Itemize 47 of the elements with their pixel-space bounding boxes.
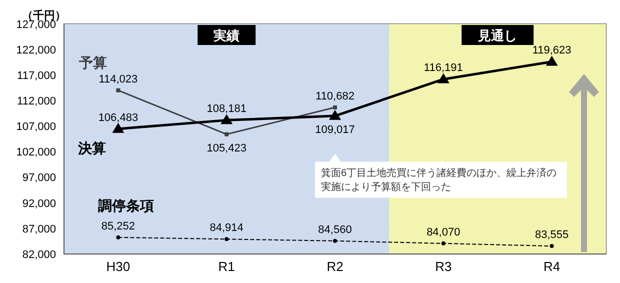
x-tick-label: H30 — [106, 259, 130, 274]
data-label: 84,560 — [318, 224, 352, 236]
data-label: 109,017 — [315, 124, 355, 136]
data-label: 108,181 — [206, 103, 246, 116]
y-tick-label: 112,000 — [17, 96, 56, 108]
point — [441, 241, 446, 246]
point — [333, 238, 337, 243]
y-tick-label: 117,000 — [17, 70, 56, 82]
data-label: 119,623 — [532, 44, 572, 57]
point — [224, 237, 229, 242]
x-tick-label: R3 — [435, 259, 452, 274]
point — [437, 73, 450, 84]
annotation: 箕面6丁目土地売買に伴う諸経費のほか、繰上弁済の実施により予算額を下回った — [321, 166, 557, 193]
point — [112, 122, 124, 133]
data-label: 110,682 — [316, 90, 354, 102]
point — [224, 132, 229, 136]
x-tick-label: R1 — [218, 259, 235, 274]
band-label: 見通し — [477, 28, 518, 43]
data-label: 84,914 — [210, 222, 244, 234]
series-label: 決算 — [77, 140, 106, 156]
series-label: 予算 — [78, 54, 108, 70]
point — [220, 114, 233, 124]
y-tick-label: 107,000 — [16, 121, 56, 134]
data-label: 106,483 — [98, 112, 138, 124]
point — [116, 235, 120, 240]
y-tick-label: 102,000 — [16, 146, 56, 159]
series-label: 調停条項 — [98, 197, 154, 214]
data-label: 105,423 — [206, 142, 246, 154]
y-tick-label: 82,000 — [22, 248, 56, 261]
x-tick-label: R2 — [326, 259, 344, 274]
y-tick-label: 97,000 — [22, 172, 56, 184]
data-label: 114,023 — [98, 73, 138, 86]
data-label: 84,070 — [426, 226, 460, 238]
point — [333, 105, 337, 110]
data-label: 85,252 — [101, 220, 136, 232]
y-tick-label: 127,000 — [16, 18, 56, 31]
data-label: 116,191 — [424, 62, 463, 74]
point — [546, 56, 558, 66]
data-label: 83,555 — [534, 229, 569, 242]
point — [550, 244, 554, 248]
band-label: 実績 — [212, 28, 240, 43]
y-tick-label: 92,000 — [22, 198, 56, 210]
x-tick-label: R4 — [543, 259, 560, 274]
point — [116, 88, 120, 92]
y-tick-label: 87,000 — [22, 223, 56, 236]
point — [329, 110, 341, 120]
y-tick-label: 122,000 — [16, 44, 56, 56]
